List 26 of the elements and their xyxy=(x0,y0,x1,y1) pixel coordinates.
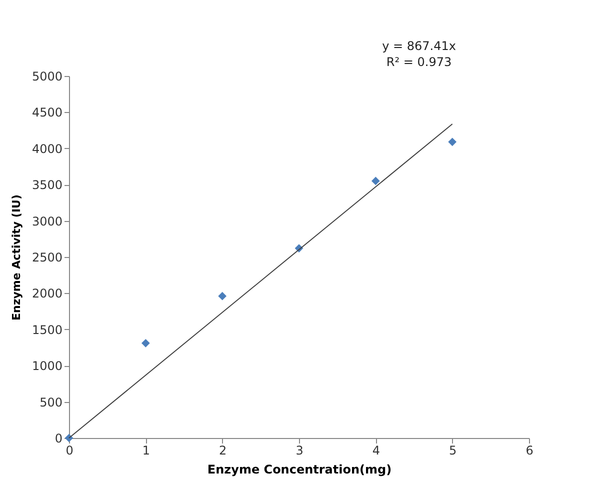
x-tick-label: 4 xyxy=(372,444,380,458)
y-tick-label: 2000 xyxy=(32,286,62,301)
y-axis-title: Enzyme Activity (IU) xyxy=(10,194,23,321)
x-tick-label: 2 xyxy=(219,444,227,458)
x-tick-label: 0 xyxy=(66,444,74,458)
y-tick-label: 1500 xyxy=(32,322,62,337)
text: R² = 0.973 xyxy=(386,55,452,69)
x-axis-title: Enzyme Concentration(mg) xyxy=(207,462,392,476)
y-tick-label: 3000 xyxy=(32,214,62,228)
point xyxy=(141,338,150,348)
point xyxy=(448,138,457,146)
y-tick-label: 4000 xyxy=(32,142,62,156)
y-tick-label: 2500 xyxy=(32,250,62,264)
x-tick-label: 6 xyxy=(526,444,534,458)
y-tick-label: 0 xyxy=(54,432,62,446)
point xyxy=(371,176,380,186)
y-tick-label: 3500 xyxy=(32,178,62,192)
x-tick-label: 3 xyxy=(296,444,304,458)
text: y = 867.41x xyxy=(382,39,456,53)
y-tick-label: 1000 xyxy=(32,359,62,374)
y-tick-label: 4500 xyxy=(32,106,62,120)
y-tick-label: 500 xyxy=(40,395,62,410)
x-tick-label: 1 xyxy=(142,444,150,458)
y-tick-label: 5000 xyxy=(32,70,62,84)
x-tick-label: 5 xyxy=(449,444,457,458)
point xyxy=(218,292,227,300)
